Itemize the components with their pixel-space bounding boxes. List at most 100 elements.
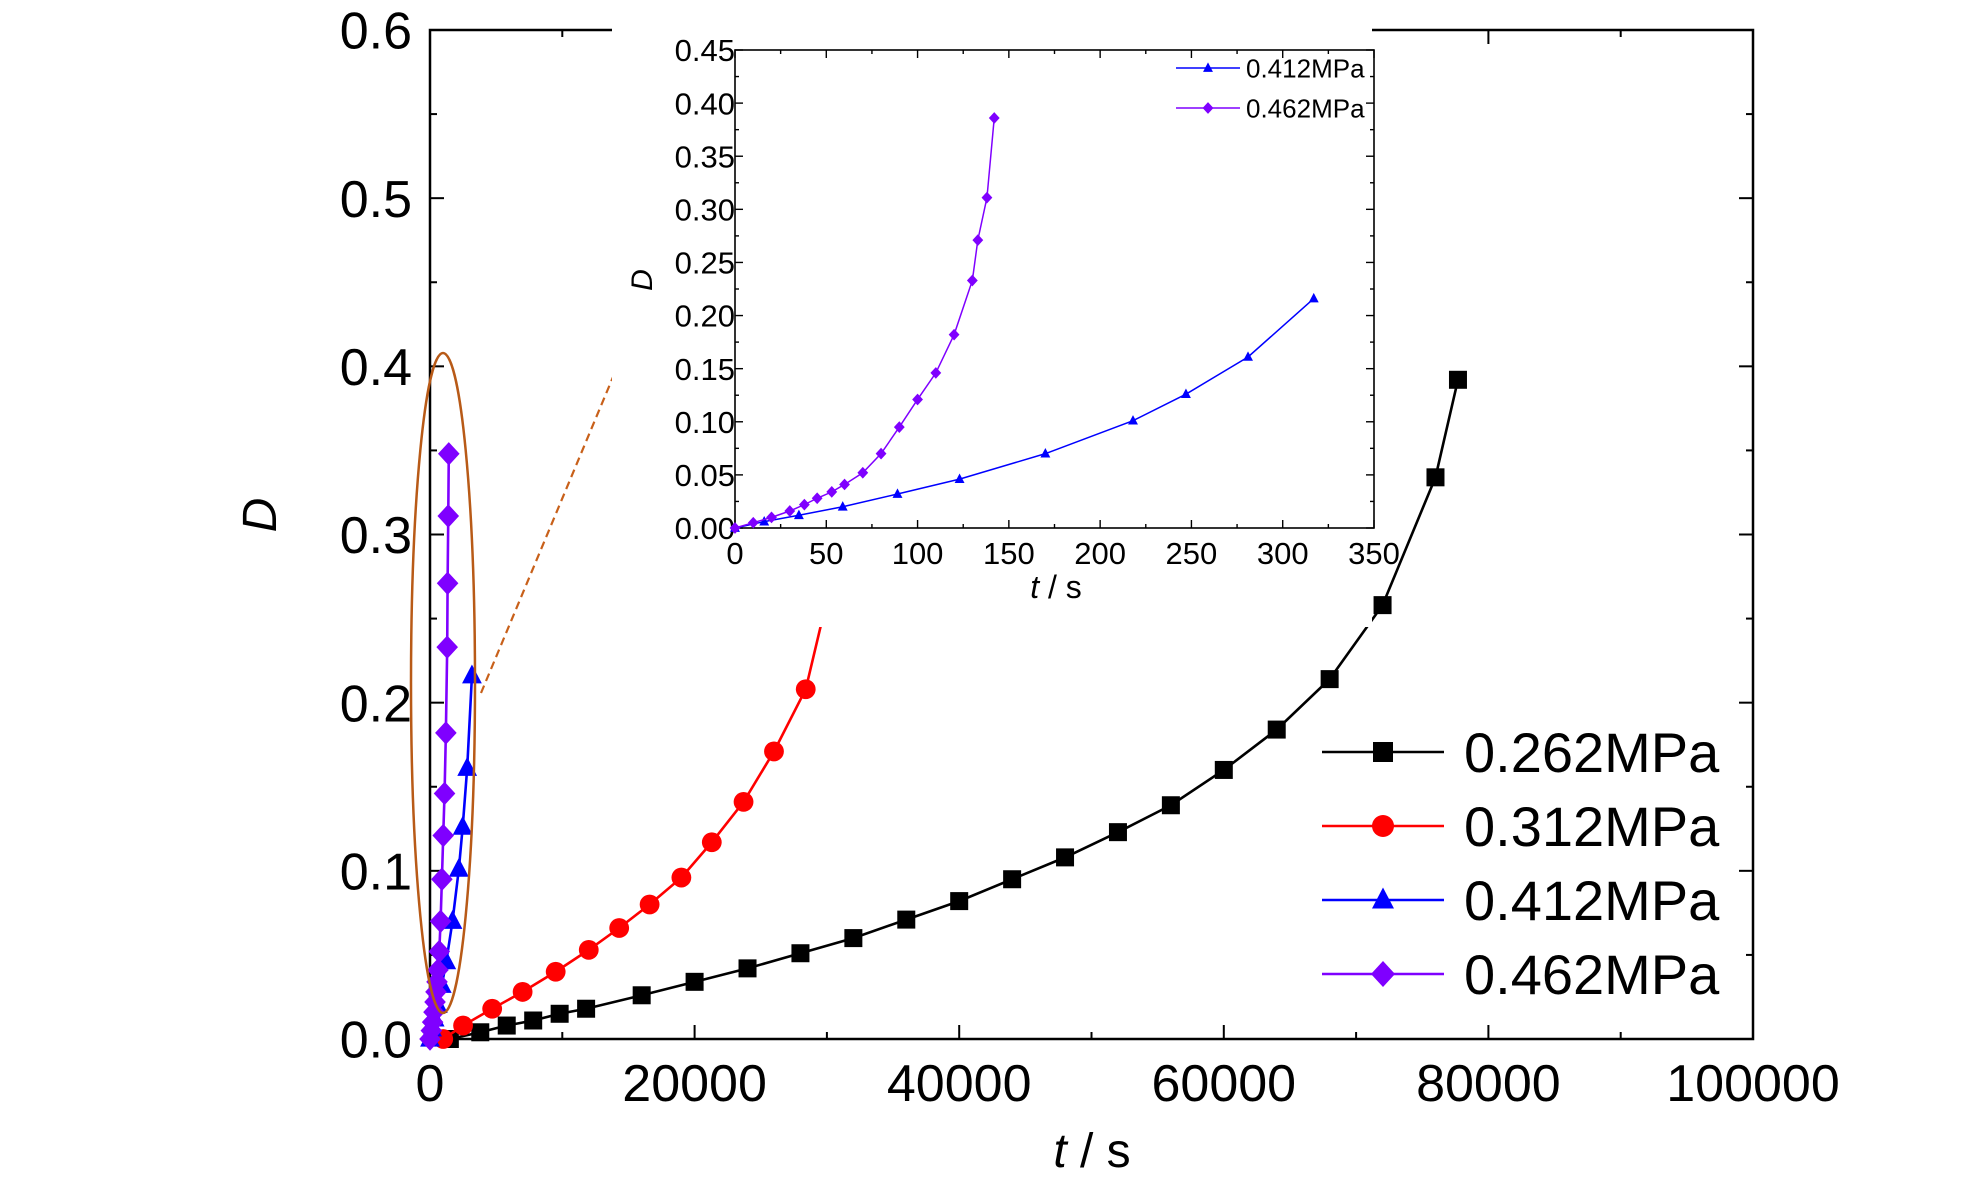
legend-marker xyxy=(1372,887,1394,909)
legend-marker xyxy=(1203,62,1213,72)
inset-chart: 0 50 100 150 200 250 300 350 0.00 0.05 0.10 0.15 0.2… xyxy=(612,22,1400,627)
legend-marker xyxy=(1373,742,1393,762)
data-point xyxy=(448,857,469,877)
data-point xyxy=(988,112,1000,124)
legend-label: 0.262MPa xyxy=(1464,721,1720,784)
data-point xyxy=(795,679,816,700)
data-point xyxy=(791,944,810,963)
legend-label: 0.312MPa xyxy=(1464,795,1720,858)
x-tick-label: 350 xyxy=(1348,536,1400,571)
main-series-group xyxy=(419,370,1467,1051)
legend-item: 0.262MPa xyxy=(1322,721,1720,784)
data-point xyxy=(578,939,599,960)
inset-axis-ticks: 0 50 100 150 200 250 300 350 0.00 0.05 0.10 0.15 0.2… xyxy=(675,33,1400,571)
x-tick-label: 80000 xyxy=(1416,1055,1561,1113)
data-point xyxy=(954,473,965,483)
x-tick-label: 50 xyxy=(809,536,843,571)
data-point xyxy=(431,867,453,891)
data-point xyxy=(577,999,596,1018)
data-point xyxy=(462,664,482,684)
y-tick-label: 0.05 xyxy=(675,458,735,493)
data-point xyxy=(432,823,455,848)
x-tick-label: 100000 xyxy=(1666,1055,1840,1113)
data-point xyxy=(839,478,850,491)
main-legend: 0.262MPa 0.312MPa 0.412MPa 0.462MPa xyxy=(1322,721,1720,1006)
data-point xyxy=(738,959,757,978)
data-point xyxy=(875,447,887,460)
legend-item: 0.462MPa xyxy=(1176,93,1365,123)
data-point xyxy=(1448,370,1467,389)
legend-label: 0.412MPa xyxy=(1464,869,1720,932)
inset-legend: 0.412MPa 0.462MPa xyxy=(1176,53,1365,123)
x-tick-label: 200 xyxy=(1074,536,1126,571)
data-point xyxy=(671,867,692,888)
data-point xyxy=(1214,760,1233,779)
data-point xyxy=(482,998,503,1019)
data-point xyxy=(497,1016,516,1035)
y-tick-label: 0.2 xyxy=(340,675,412,733)
y-tick-label: 0.10 xyxy=(675,405,735,440)
y-tick-label: 0.00 xyxy=(675,511,735,546)
x-tick-label: 100 xyxy=(892,536,944,571)
data-point xyxy=(512,982,533,1002)
x-tick-label: 250 xyxy=(1166,536,1218,571)
y-tick-label: 0.30 xyxy=(675,192,735,227)
x-tick-label: 300 xyxy=(1257,536,1309,571)
data-point xyxy=(950,892,969,911)
zoom-arrow xyxy=(479,321,638,694)
main-x-axis-label: t / s xyxy=(1053,1125,1130,1178)
data-point xyxy=(972,234,984,246)
zoom-region-ellipse xyxy=(409,351,477,1015)
data-point xyxy=(966,274,978,287)
inset-y-axis-label: D xyxy=(626,269,659,291)
y-tick-label: 0.35 xyxy=(675,139,735,174)
series-0.462MPa xyxy=(729,112,1000,534)
legend-marker xyxy=(1371,961,1395,987)
data-point xyxy=(912,393,923,406)
y-tick-label: 0.15 xyxy=(675,352,735,387)
data-point xyxy=(701,832,722,853)
y-tick-label: 0.4 xyxy=(340,339,412,397)
main-chart: 0 20000 40000 60000 80000 1000000.00.10.20.30… xyxy=(234,3,1840,1178)
data-point xyxy=(733,791,754,812)
data-point xyxy=(1308,292,1319,303)
series-0.462MPa xyxy=(419,442,460,1051)
data-point xyxy=(1128,415,1138,425)
main-x-axis-label-italic: t xyxy=(1053,1125,1068,1178)
data-point xyxy=(1040,448,1051,458)
main-y-axis-label: D xyxy=(234,498,287,533)
x-tick-label: 150 xyxy=(983,536,1035,571)
data-point xyxy=(1426,468,1445,487)
data-point xyxy=(747,516,759,529)
x-tick-label: 0 xyxy=(726,536,743,571)
data-point xyxy=(632,986,651,1005)
x-tick-label: 20000 xyxy=(622,1055,767,1113)
data-point xyxy=(429,909,452,933)
data-point xyxy=(981,191,993,204)
data-point xyxy=(729,522,741,534)
data-point xyxy=(685,972,704,991)
legend-marker xyxy=(1372,815,1394,837)
data-point xyxy=(1181,388,1191,398)
data-point xyxy=(930,367,942,379)
legend-marker xyxy=(1202,102,1214,114)
main-x-axis-label-unit: / s xyxy=(1067,1125,1131,1178)
x-tick-label: 0 xyxy=(416,1055,445,1113)
data-point xyxy=(948,328,960,341)
data-point xyxy=(427,958,449,982)
series-0.312MPa xyxy=(433,573,841,1049)
data-point xyxy=(435,721,457,745)
y-tick-label: 0.1 xyxy=(340,844,412,902)
data-point xyxy=(837,501,848,511)
data-point xyxy=(897,910,916,929)
data-point xyxy=(471,1023,490,1042)
x-tick-label: 40000 xyxy=(887,1055,1032,1113)
data-point xyxy=(759,516,770,526)
y-tick-label: 0.20 xyxy=(675,299,735,334)
data-point xyxy=(826,486,838,498)
data-point xyxy=(811,492,823,505)
data-point xyxy=(545,961,566,982)
data-point xyxy=(764,741,784,762)
inset-series-group xyxy=(729,112,1319,534)
